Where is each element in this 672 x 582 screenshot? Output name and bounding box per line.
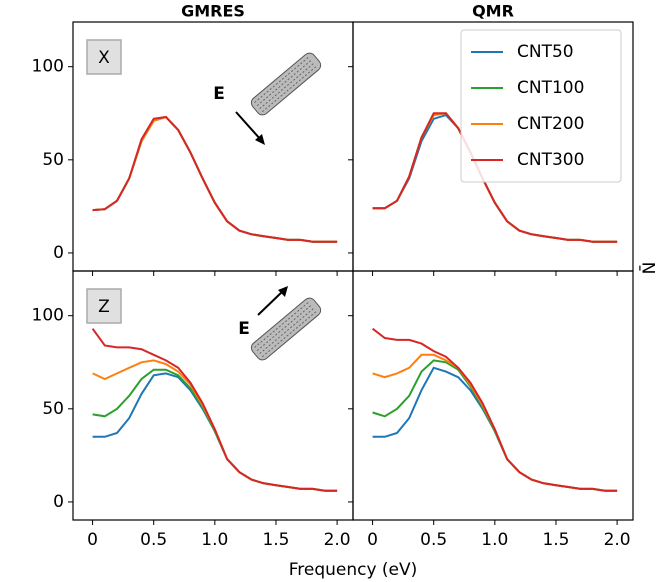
panel-label: Z	[98, 297, 110, 317]
panel-label-box	[86, 288, 122, 324]
series-line	[92, 359, 338, 492]
x-tick-label: 1.5	[262, 530, 289, 550]
y-tick-label: 100	[32, 57, 64, 77]
series-line	[92, 115, 338, 243]
y-tick-label: 0	[53, 492, 64, 512]
legend-label: CNT50	[517, 42, 574, 62]
series-line	[371, 327, 618, 492]
x-tick-label: 2.0	[604, 530, 631, 550]
x-tick-label: 2.0	[324, 530, 351, 550]
field-label: E	[238, 319, 250, 339]
y-tick-label: 100	[32, 306, 64, 326]
legend-box	[460, 29, 622, 183]
series-line	[372, 112, 618, 243]
x-tick-label: 1.0	[201, 530, 228, 550]
x-tick-label: 0.5	[140, 530, 167, 550]
y-tick-label: 50	[42, 150, 64, 170]
series-line	[372, 359, 618, 492]
x-tick-label: 1.0	[481, 530, 508, 550]
nanotube-inset	[235, 52, 322, 145]
column-title: QMR	[472, 2, 514, 21]
y-tick-label: 0	[53, 243, 64, 263]
nanotube-inset	[250, 286, 322, 361]
plot-frame	[352, 270, 634, 521]
legend-label: CNT100	[517, 78, 584, 98]
y-tick-label: 50	[42, 399, 64, 419]
series-line	[91, 328, 338, 492]
column-title: GMRES	[181, 2, 245, 21]
legend-label: CNT200	[517, 114, 584, 134]
x-tick-label: 0	[367, 530, 378, 550]
x-tick-label: 1.5	[542, 530, 569, 550]
series-line	[372, 353, 618, 492]
field-label: E	[213, 84, 225, 104]
x-axis-label: Frequency (eV)	[289, 560, 418, 580]
panel-label-box	[86, 39, 122, 75]
x-tick-label: 0.5	[420, 530, 447, 550]
legend-label: CNT300	[517, 150, 584, 170]
x-tick-label: 0	[87, 530, 98, 550]
y-axis-label: N̄	[638, 262, 660, 275]
panel-label: X	[98, 48, 110, 68]
